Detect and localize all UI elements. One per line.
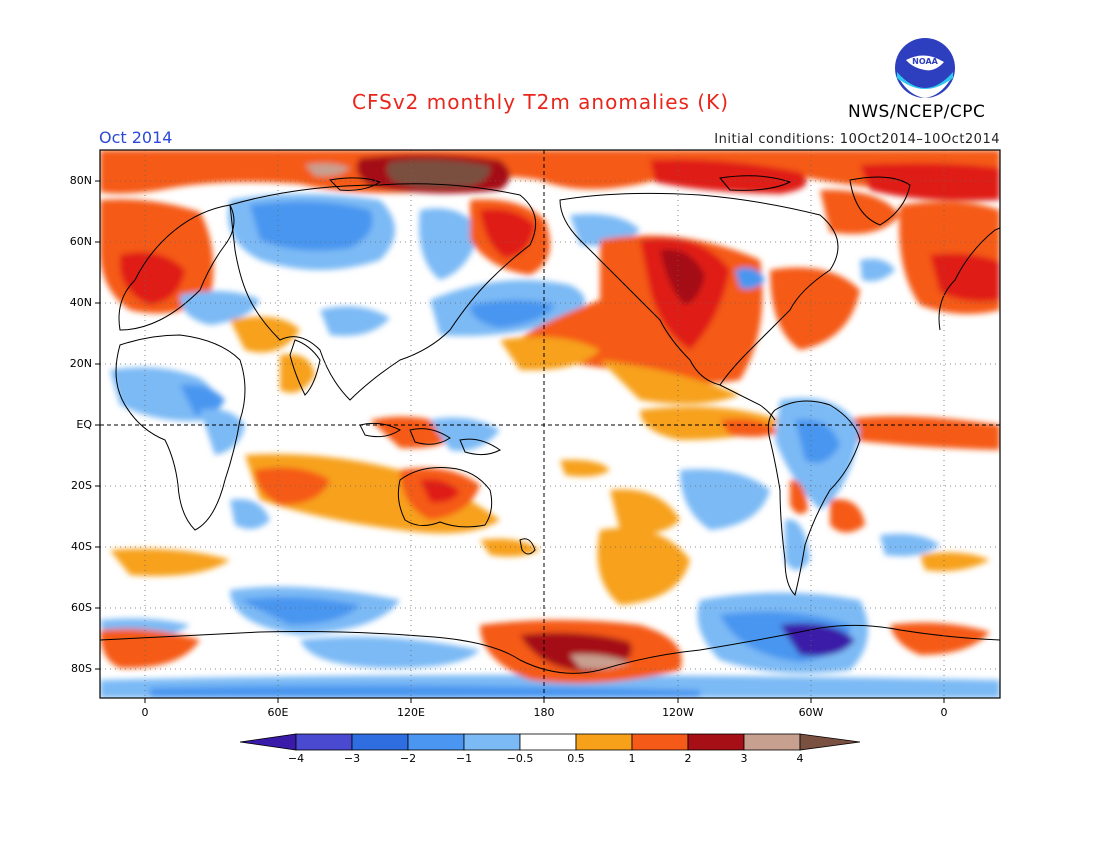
colorbar-swatch bbox=[519, 733, 577, 751]
colorbar-label: −3 bbox=[343, 752, 361, 765]
colorbar-swatch bbox=[407, 733, 465, 751]
colorbar-label: −0.5 bbox=[506, 752, 534, 765]
colorbar-swatch bbox=[799, 733, 861, 751]
lat-label: 60N bbox=[69, 235, 92, 248]
map-title: CFSv2 monthly T2m anomalies (K) bbox=[352, 90, 729, 114]
initial-conditions: Initial conditions: 10Oct2014–10Oct2014 bbox=[714, 132, 1000, 147]
lon-label: 120E bbox=[397, 706, 425, 719]
lat-label: 20S bbox=[71, 479, 92, 492]
colorbar-label: 1 bbox=[628, 752, 636, 765]
colorbar-label: −4 bbox=[287, 752, 305, 765]
colorbar-swatch bbox=[351, 733, 409, 751]
lat-label: 80N bbox=[69, 174, 92, 187]
colorbar-swatch bbox=[631, 733, 689, 751]
colorbar-swatch bbox=[687, 733, 745, 751]
agency-label: NWS/NCEP/CPC bbox=[848, 102, 986, 122]
colorbar-swatch bbox=[463, 733, 521, 751]
gridlines bbox=[100, 150, 1000, 698]
lat-label: 60S bbox=[71, 601, 92, 614]
coastlines bbox=[100, 175, 1000, 674]
lon-label: 120W bbox=[662, 706, 694, 719]
lat-label: 20N bbox=[69, 357, 92, 370]
logo-text: NOAA bbox=[912, 57, 938, 66]
lat-label: 40S bbox=[71, 540, 92, 553]
lon-label: 180 bbox=[533, 706, 555, 719]
tick-marks bbox=[95, 180, 945, 703]
colorbar-swatch bbox=[295, 733, 353, 751]
lat-label: EQ bbox=[76, 418, 92, 431]
colorbar-label: −1 bbox=[455, 752, 473, 765]
colorbar-label: 3 bbox=[740, 752, 748, 765]
lon-label: 0 bbox=[940, 706, 948, 719]
lat-label: 40N bbox=[69, 296, 92, 309]
forecast-month: Oct 2014 bbox=[99, 128, 173, 147]
map-frame bbox=[99, 149, 1001, 699]
colorbar-label: 4 bbox=[796, 752, 804, 765]
colorbar-label: −2 bbox=[399, 752, 417, 765]
colorbar-swatch bbox=[743, 733, 801, 751]
colorbar-swatch bbox=[575, 733, 633, 751]
colorbar-label: 0.5 bbox=[567, 752, 585, 765]
lat-label: 80S bbox=[71, 662, 92, 675]
equator-dateline bbox=[100, 150, 1000, 698]
colorbar-swatch bbox=[239, 733, 297, 751]
colorbar bbox=[239, 733, 861, 751]
lon-label: 60W bbox=[798, 706, 824, 719]
lon-label: 0 bbox=[141, 706, 149, 719]
colorbar-label: 2 bbox=[684, 752, 692, 765]
noaa-logo-icon: NOAA bbox=[895, 38, 955, 98]
lon-label: 60E bbox=[267, 706, 289, 719]
anomaly-field bbox=[100, 150, 1000, 698]
